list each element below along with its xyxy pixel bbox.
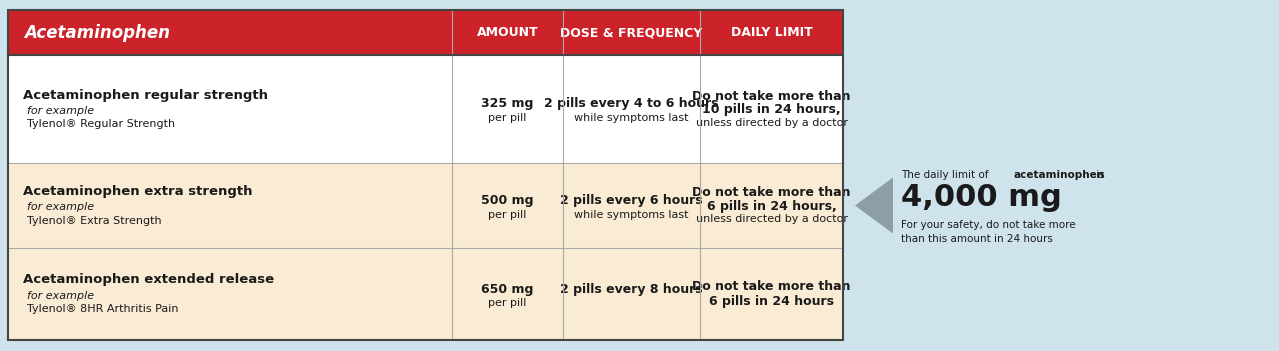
Text: 2 pills every 8 hours: 2 pills every 8 hours <box>560 283 703 296</box>
Text: while symptoms last: while symptoms last <box>574 210 689 219</box>
Text: DAILY LIMIT: DAILY LIMIT <box>730 26 812 39</box>
Text: The daily limit of: The daily limit of <box>900 171 991 180</box>
Polygon shape <box>854 178 893 233</box>
Text: is: is <box>1094 171 1105 180</box>
Text: Acetaminophen extended release: Acetaminophen extended release <box>23 273 274 286</box>
Text: 650 mg: 650 mg <box>481 283 533 296</box>
Text: Do not take more than: Do not take more than <box>692 90 851 102</box>
Text: AMOUNT: AMOUNT <box>477 26 538 39</box>
Text: Acetaminophen regular strength: Acetaminophen regular strength <box>23 88 269 101</box>
Text: 2 pills every 6 hours: 2 pills every 6 hours <box>560 194 703 207</box>
Bar <box>8 55 843 163</box>
Text: 6 pills in 24 hours: 6 pills in 24 hours <box>709 296 834 309</box>
Text: per pill: per pill <box>489 298 527 308</box>
Text: Tylenol® Extra Strength: Tylenol® Extra Strength <box>27 216 161 225</box>
Text: 2 pills every 4 to 6 hours: 2 pills every 4 to 6 hours <box>545 98 719 111</box>
Text: Do not take more than: Do not take more than <box>692 186 851 199</box>
Text: per pill: per pill <box>489 210 527 219</box>
Text: For your safety, do not take more: For your safety, do not take more <box>900 220 1076 231</box>
Text: for example: for example <box>27 203 95 212</box>
Bar <box>8 163 843 248</box>
Text: Acetaminophen extra strength: Acetaminophen extra strength <box>23 185 252 198</box>
Bar <box>8 10 843 340</box>
Text: per pill: per pill <box>489 113 527 123</box>
Bar <box>8 248 843 340</box>
Text: unless directed by a doctor: unless directed by a doctor <box>696 118 848 128</box>
Text: unless directed by a doctor: unless directed by a doctor <box>696 214 848 225</box>
Text: for example: for example <box>27 106 95 116</box>
Text: 6 pills in 24 hours,: 6 pills in 24 hours, <box>706 200 836 213</box>
Text: 10 pills in 24 hours,: 10 pills in 24 hours, <box>702 104 840 117</box>
Text: Do not take more than: Do not take more than <box>692 280 851 293</box>
Text: for example: for example <box>27 291 95 301</box>
Text: 500 mg: 500 mg <box>481 194 533 207</box>
Text: 325 mg: 325 mg <box>481 98 533 111</box>
Bar <box>8 10 843 55</box>
Text: DOSE & FREQUENCY: DOSE & FREQUENCY <box>560 26 702 39</box>
Text: Tylenol® 8HR Arthritis Pain: Tylenol® 8HR Arthritis Pain <box>27 304 179 314</box>
Text: 4,000 mg: 4,000 mg <box>900 183 1062 212</box>
Text: than this amount in 24 hours: than this amount in 24 hours <box>900 233 1053 244</box>
Text: Acetaminophen: Acetaminophen <box>24 24 170 41</box>
Text: acetaminophen: acetaminophen <box>1013 171 1104 180</box>
Text: while symptoms last: while symptoms last <box>574 113 689 123</box>
Text: Tylenol® Regular Strength: Tylenol® Regular Strength <box>27 119 175 129</box>
